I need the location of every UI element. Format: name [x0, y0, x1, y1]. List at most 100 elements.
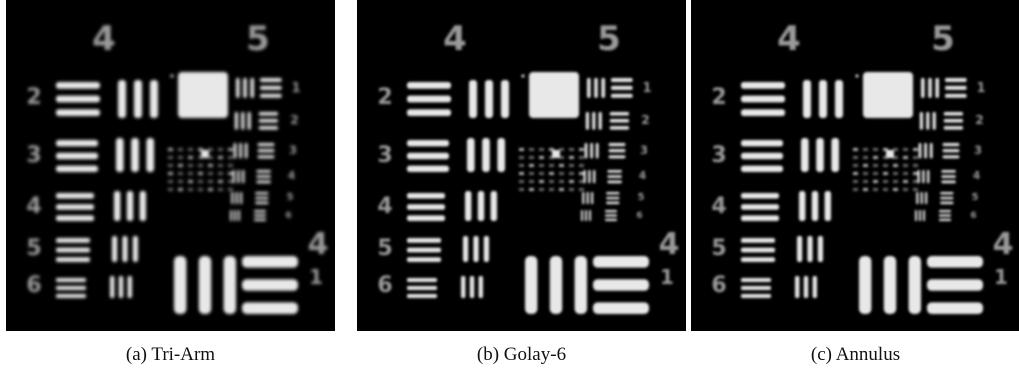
horizontal-bar	[254, 214, 266, 217]
tiny-bar	[218, 188, 223, 191]
horizontal-bar	[741, 294, 771, 298]
tiny-bar	[519, 172, 524, 175]
tiny-bar	[559, 180, 564, 183]
group-label: 4	[308, 227, 329, 262]
horizontal-bar	[943, 112, 963, 116]
tiny-bar	[519, 156, 524, 159]
vertical-bar	[592, 112, 596, 130]
horizontal-bar	[741, 82, 785, 89]
vertical-bar	[110, 276, 115, 298]
tiny-bar	[539, 188, 544, 191]
horizontal-bar	[945, 78, 967, 82]
element-label: 1	[309, 265, 323, 289]
tiny-bar	[178, 164, 183, 167]
tiny-bar	[579, 156, 584, 159]
tiny-bar	[218, 172, 223, 175]
tiny-bar	[228, 188, 233, 191]
element-label: 4	[377, 194, 392, 219]
vertical-bar	[131, 138, 139, 172]
horizontal-bar	[257, 149, 275, 153]
horizontal-bar	[56, 286, 86, 290]
horizontal-bar	[257, 155, 275, 159]
element-label: 5	[638, 192, 645, 203]
tiny-bar	[549, 188, 554, 191]
tiny-bar	[903, 188, 908, 191]
element-label: 6	[26, 273, 41, 298]
horizontal-bar	[943, 119, 963, 123]
vertical-bar	[469, 276, 475, 298]
tiny-bar	[569, 164, 574, 167]
vertical-bar	[146, 138, 154, 172]
vertical-bar	[585, 112, 589, 130]
vertical-bar	[244, 143, 248, 159]
vertical-bar	[478, 276, 483, 298]
tiny-bar	[519, 180, 524, 183]
horizontal-bar	[945, 93, 967, 98]
horizontal-bar	[611, 85, 633, 90]
tiny-bar	[228, 148, 233, 151]
tiny-bar	[168, 156, 173, 159]
vertical-bar	[807, 236, 813, 262]
horizontal-bar	[741, 193, 779, 199]
horizontal-bar	[605, 218, 617, 221]
tiny-bar	[903, 156, 908, 159]
horizontal-bar	[939, 214, 951, 217]
horizontal-bar	[258, 112, 278, 116]
horizontal-bar	[242, 302, 298, 314]
vertical-bar	[919, 210, 921, 221]
vertical-bar	[473, 236, 479, 262]
element-label: 2	[377, 85, 392, 110]
vertical-bar	[797, 236, 803, 262]
horizontal-bar	[942, 149, 960, 153]
tiny-bar	[903, 180, 908, 183]
vertical-bar	[239, 143, 242, 159]
tiny-bar	[539, 180, 544, 183]
tiny-bar	[188, 180, 193, 183]
group-label: 4	[993, 227, 1014, 262]
horizontal-bar	[242, 256, 298, 268]
tiny-bar	[529, 164, 534, 167]
horizontal-bar	[609, 112, 629, 116]
tiny-bar	[913, 180, 918, 183]
element-label: 6	[285, 211, 291, 221]
vertical-bar	[923, 210, 925, 221]
vertical-bar	[549, 256, 563, 314]
group-label: 4	[92, 19, 116, 59]
horizontal-bar	[255, 201, 269, 205]
vertical-bar	[127, 276, 132, 298]
tiny-square	[201, 150, 209, 158]
element-label: 2	[711, 85, 726, 110]
horizontal-bar	[741, 286, 771, 290]
vertical-bar	[231, 192, 234, 205]
horizontal-bar	[258, 126, 278, 130]
horizontal-bar	[945, 85, 967, 90]
element-label: 3	[711, 143, 726, 168]
vertical-bar	[588, 170, 591, 184]
vertical-bar	[118, 80, 126, 118]
horizontal-bar	[56, 95, 100, 103]
horizontal-bar	[607, 180, 622, 184]
tiny-bar	[529, 156, 534, 159]
vertical-bar	[236, 78, 240, 98]
horizontal-bar	[940, 196, 954, 200]
tiny-bar	[208, 148, 213, 151]
vertical-bar	[586, 192, 589, 205]
vertical-bar	[921, 78, 925, 98]
tiny-bar	[579, 188, 584, 191]
tiny-bar	[218, 156, 223, 159]
horizontal-bar	[941, 175, 956, 178]
horizontal-bar	[608, 155, 626, 159]
horizontal-bar	[242, 279, 298, 291]
horizontal-bar	[611, 78, 633, 82]
bright-square	[178, 72, 228, 118]
vertical-bar	[918, 143, 922, 159]
horizontal-bar	[741, 165, 783, 172]
tiny-bar	[188, 164, 193, 167]
tiny-bar	[218, 164, 223, 167]
tiny-bar	[903, 164, 908, 167]
tiny-bar	[873, 188, 878, 191]
horizontal-bar	[608, 149, 626, 153]
tiny-bar	[168, 148, 173, 151]
vertical-bar	[233, 143, 237, 159]
horizontal-bar	[407, 257, 441, 262]
